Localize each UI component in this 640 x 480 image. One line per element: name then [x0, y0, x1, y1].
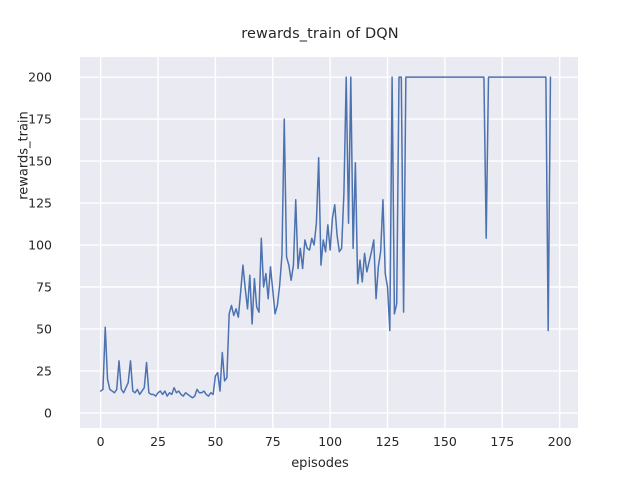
y-tick-200: 200 — [28, 69, 52, 85]
x-tick-100: 100 — [318, 434, 343, 449]
x-tick-25: 25 — [150, 434, 166, 449]
x-tick-75: 75 — [264, 434, 281, 449]
y-tick-0: 0 — [44, 405, 52, 421]
x-tick-0: 0 — [96, 434, 105, 449]
y-tick-175: 175 — [28, 111, 52, 127]
y-tick-125: 125 — [28, 195, 52, 211]
x-tick-125: 125 — [375, 434, 400, 449]
x-axis-label: episodes — [291, 456, 349, 471]
x-tick-200: 200 — [547, 434, 572, 449]
x-tick-150: 150 — [432, 434, 457, 449]
x-tick-50: 50 — [207, 434, 224, 449]
y-tick-100: 100 — [28, 237, 52, 253]
y-tick-150: 150 — [28, 153, 52, 169]
y-tick-25: 25 — [36, 363, 52, 379]
x-tick-175: 175 — [490, 434, 515, 449]
chart-title: rewards_train of DQN — [241, 26, 399, 42]
y-tick-50: 50 — [36, 321, 52, 337]
y-tick-75: 75 — [36, 279, 52, 295]
plot-area — [80, 57, 578, 428]
data-line-rewards-train — [99, 76, 552, 399]
